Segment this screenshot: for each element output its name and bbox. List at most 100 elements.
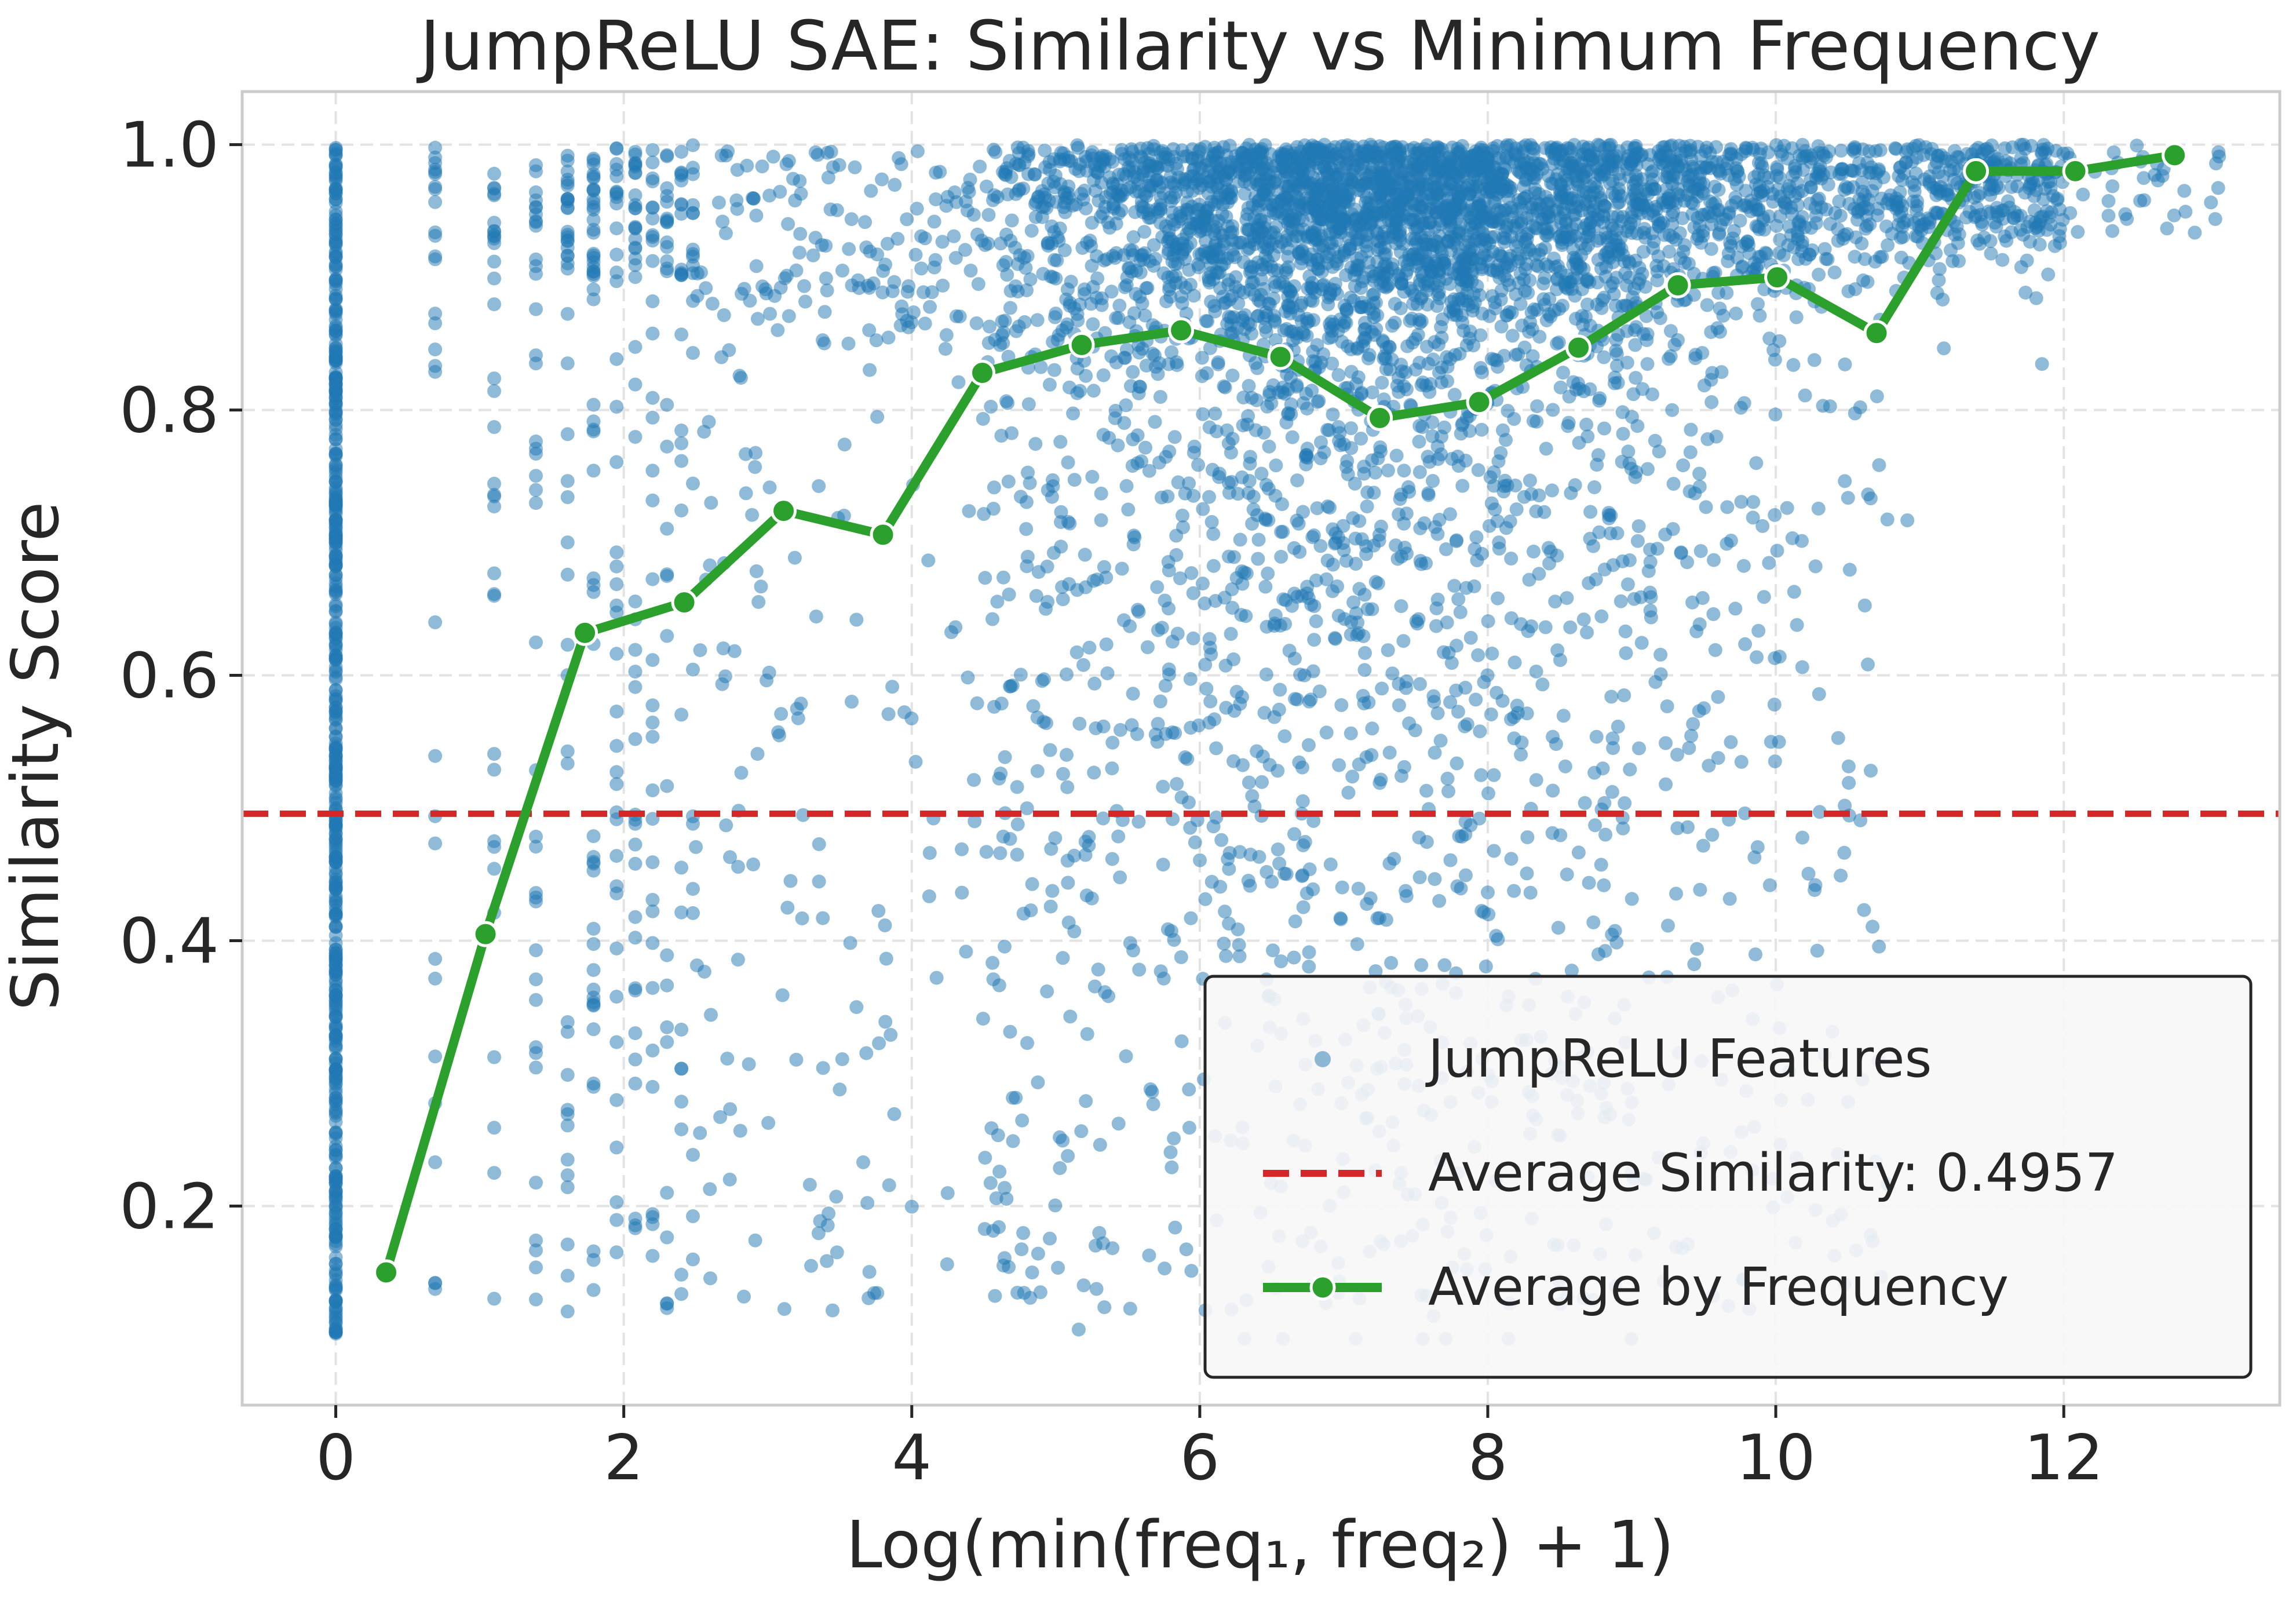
scatter-point [723,1102,737,1116]
scatter-point [981,236,995,250]
scatter-point [1066,407,1080,421]
scatter-point [961,670,975,684]
scatter-point [941,1186,955,1200]
scatter-point [1041,177,1055,191]
scatter-point [674,860,688,874]
scatter-point [1012,319,1026,333]
scatter-point [561,1269,575,1283]
scatter-point [645,1249,659,1263]
scatter-point [860,1196,874,1210]
scatter-point [819,272,833,286]
scatter-point [645,572,659,586]
scatter-point [1009,156,1023,170]
scatter-point [780,269,794,283]
scatter-point [645,1080,659,1094]
scatter-point [905,1200,919,1214]
scatter-point [1037,672,1051,686]
scatter-point [870,410,884,424]
scatter-point [1473,724,1487,738]
scatter-point [1700,298,1714,312]
scatter-point [1637,226,1651,240]
scatter-point [1150,580,1164,594]
scatter-point [529,158,543,172]
scatter-point [1225,225,1239,239]
scatter-point [1664,349,1678,363]
scatter-point [875,173,889,187]
scatter-point [1481,885,1495,899]
scatter-point [1196,577,1210,590]
scatter-point [329,1132,343,1146]
scatter-point [776,988,790,1002]
scatter-point [1535,677,1549,691]
scatter-point [1540,313,1554,327]
scatter-point [1432,338,1446,352]
scatter-point [674,1095,688,1108]
scatter-point [1327,220,1341,234]
scatter-point [1488,502,1502,516]
scatter-point [1043,743,1057,757]
scatter-point [1313,539,1327,553]
scatter-point [1459,869,1473,882]
scatter-point [529,302,543,316]
scatter-point [1546,826,1560,840]
scatter-point [815,238,829,252]
scatter-point [914,229,928,243]
scatter-point [1377,392,1391,406]
scatter-point [1434,734,1448,747]
scatter-point [329,873,343,887]
scatter-point [1118,280,1132,294]
scatter-point [1550,643,1564,657]
scatter-point [1072,1323,1086,1337]
scatter-point [863,363,877,377]
scatter-point [1154,695,1167,709]
scatter-point [1291,192,1305,206]
scatter-point [1056,592,1070,606]
scatter-point [561,427,575,441]
scatter-point [686,346,700,360]
scatter-point [1251,293,1265,307]
scatter-point [1430,140,1444,154]
scatter-point [674,504,688,517]
scatter-point [1513,165,1527,179]
scatter-point [1542,557,1556,571]
scatter-point [878,1015,892,1029]
scatter-point [1224,627,1238,641]
scatter-point [1005,170,1019,184]
scatter-point [529,972,543,986]
scatter-point [686,817,700,831]
scatter-point [1605,785,1619,799]
scatter-point [561,1103,575,1117]
scatter-point [1580,429,1594,443]
scatter-point [561,1152,575,1166]
scatter-point [1374,207,1388,221]
scatter-point [1103,221,1116,235]
scatter-point [428,837,442,851]
scatter-point [1020,801,1034,815]
scatter-point [1345,207,1359,221]
scatter-point [1158,594,1172,608]
scatter-point [609,455,623,469]
scatter-point [809,145,823,159]
scatter-point [645,904,659,918]
scatter-point [1539,257,1553,271]
scatter-point [936,235,950,249]
scatter-point [660,949,674,962]
scatter-point [1421,486,1435,500]
scatter-point [878,918,892,932]
scatter-point [1258,580,1272,594]
scatter-point [1548,594,1562,608]
scatter-point [329,694,343,708]
scatter-point [1138,441,1152,455]
scatter-point [1419,784,1433,798]
scatter-point [329,186,343,200]
scatter-point [561,757,575,771]
scatter-point [428,1049,442,1063]
scatter-point [1169,276,1182,290]
scatter-point [487,371,501,385]
scatter-point [645,391,659,405]
scatter-point [1344,421,1358,435]
scatter-point [587,855,601,869]
scatter-point [1134,454,1148,468]
scatter-point [561,356,575,370]
